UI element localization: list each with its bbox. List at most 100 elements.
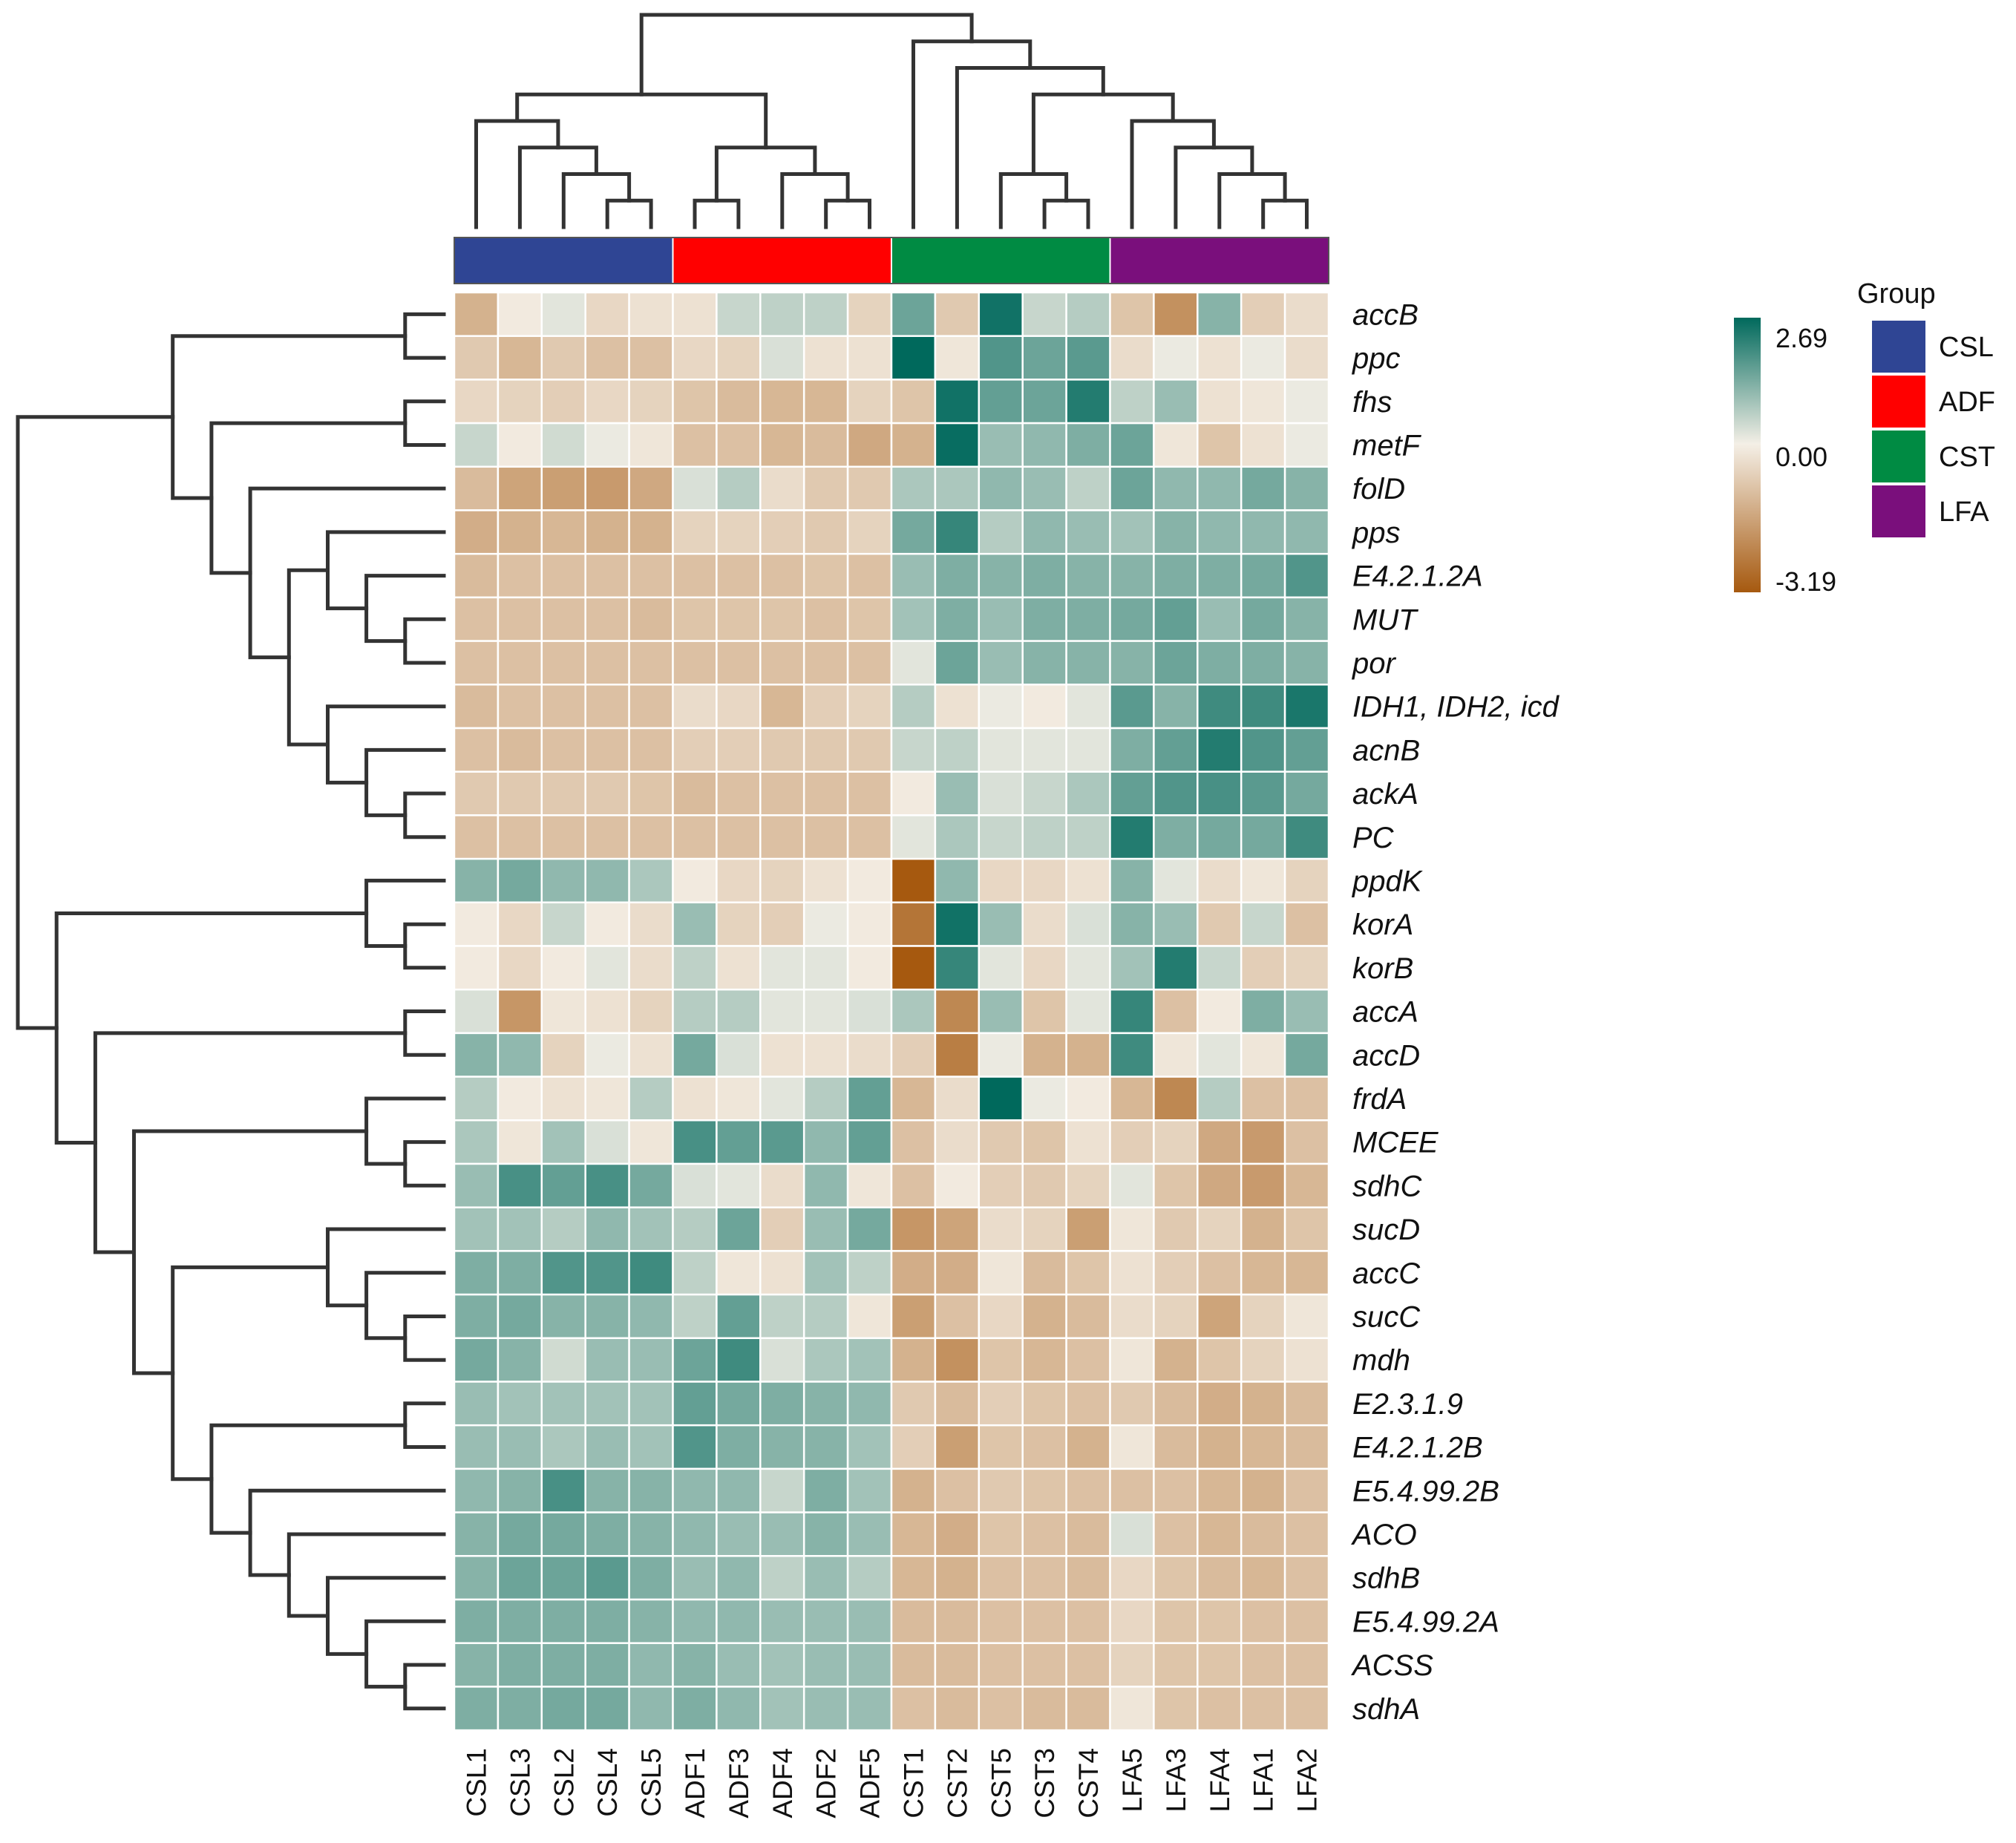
heatmap-cell [846, 1337, 893, 1383]
heatmap-cell [1021, 1032, 1067, 1078]
heatmap-cell [540, 684, 586, 730]
heatmap-cell [802, 1076, 849, 1122]
heatmap-cell [1109, 509, 1155, 555]
heatmap-cell [1283, 770, 1330, 816]
heatmap-cell [497, 988, 543, 1035]
heatmap-cell [716, 684, 762, 730]
heatmap-cell [540, 857, 586, 904]
legend-label: CST [1939, 442, 1995, 473]
heatmap-cell [453, 1424, 500, 1470]
heatmap-cell [1153, 814, 1199, 860]
heatmap-cell [1153, 988, 1199, 1035]
heatmap-cell [540, 945, 586, 991]
heatmap-cell [1021, 857, 1067, 904]
heatmap-cell [1153, 552, 1199, 599]
heatmap-cell [1197, 335, 1243, 381]
color-scale-legend: 2.69 0.00 -3.19 [1734, 318, 1836, 597]
heatmap-cell [540, 335, 586, 381]
heatmap-cell [934, 727, 981, 773]
heatmap-cell [584, 1511, 630, 1557]
heatmap-cell [934, 1032, 981, 1078]
heatmap-cell [1240, 901, 1286, 947]
heatmap-cell [628, 857, 674, 904]
heatmap-cell [978, 465, 1024, 511]
heatmap-cell [1197, 1206, 1243, 1252]
heatmap-cell [628, 1511, 674, 1557]
heatmap-cell [1153, 1598, 1199, 1644]
heatmap-cell [1197, 552, 1243, 599]
heatmap-cell [1283, 1206, 1330, 1252]
row-label: ppc [1352, 342, 1401, 375]
heatmap-cell [540, 422, 586, 468]
heatmap-cell [1153, 1206, 1199, 1252]
heatmap-cell [1065, 901, 1111, 947]
heatmap-cell [716, 1076, 762, 1122]
heatmap-cell [1065, 291, 1111, 337]
heatmap-cell [1109, 1032, 1155, 1078]
heatmap-cell [497, 1293, 543, 1340]
heatmap-cell [1197, 291, 1243, 337]
heatmap-cell [716, 1424, 762, 1470]
heatmap-cell [890, 1467, 937, 1513]
heatmap-cell [846, 640, 893, 686]
heatmap-cell [716, 509, 762, 555]
heatmap-cell [628, 291, 674, 337]
heatmap-cell [1021, 1381, 1067, 1427]
heatmap-cell [978, 640, 1024, 686]
heatmap-cell [453, 379, 500, 425]
heatmap-cell [453, 1206, 500, 1252]
heatmap-cell [846, 465, 893, 511]
heatmap-cell [540, 901, 586, 947]
dendrogram-branch [605, 198, 653, 229]
heatmap-cell [672, 727, 718, 773]
heatmap-cell [846, 945, 893, 991]
heatmap-cell [978, 1598, 1024, 1644]
heatmap-cell [672, 379, 718, 425]
heatmap-cell [453, 1555, 500, 1601]
row-label: E2.3.1.9 [1352, 1388, 1463, 1421]
heatmap-cell [672, 1511, 718, 1557]
column-label: LFA1 [1248, 1748, 1279, 1812]
heatmap-cell [497, 596, 543, 642]
heatmap-cell [628, 596, 674, 642]
heatmap-cell [1021, 1642, 1067, 1688]
heatmap-cell [672, 1555, 718, 1601]
heatmap-cell [802, 552, 849, 599]
column-label: LFA4 [1205, 1748, 1235, 1812]
heatmap-cell [1153, 509, 1199, 555]
heatmap-cell [453, 945, 500, 991]
heatmap-cell [540, 770, 586, 816]
heatmap-cell [716, 1381, 762, 1427]
heatmap-cell [890, 1511, 937, 1557]
heatmap-cell [934, 1424, 981, 1470]
heatmap-cell [846, 1467, 893, 1513]
dendrogram-branch [16, 415, 175, 1030]
heatmap-cell [540, 1250, 586, 1296]
heatmap-cell [1240, 1206, 1286, 1252]
heatmap-cell [846, 770, 893, 816]
heatmap-cell [1197, 901, 1243, 947]
heatmap-cell [497, 1642, 543, 1688]
heatmap-cell [584, 422, 630, 468]
heatmap-cell [934, 596, 981, 642]
heatmap-cell [978, 1076, 1024, 1122]
heatmap-cell [716, 1337, 762, 1383]
heatmap-cell [978, 596, 1024, 642]
heatmap-cell [1240, 1642, 1286, 1688]
heatmap-cell [1153, 945, 1199, 991]
heatmap-cell [1153, 1467, 1199, 1513]
heatmap-cell [1109, 1076, 1155, 1122]
heatmap-cell [453, 727, 500, 773]
heatmap-cell [1197, 1424, 1243, 1470]
heatmap-cell [759, 465, 805, 511]
heatmap-cell [802, 1686, 849, 1732]
heatmap-cell [628, 1293, 674, 1340]
heatmap-cell [759, 988, 805, 1035]
heatmap-cell [1197, 1293, 1243, 1340]
heatmap-cell [978, 422, 1024, 468]
heatmap-cell [1153, 1337, 1199, 1383]
heatmap-cell [978, 379, 1024, 425]
heatmap-cell [1065, 684, 1111, 730]
heatmap-cell [628, 1032, 674, 1078]
dendrogram-branch [326, 1576, 446, 1656]
